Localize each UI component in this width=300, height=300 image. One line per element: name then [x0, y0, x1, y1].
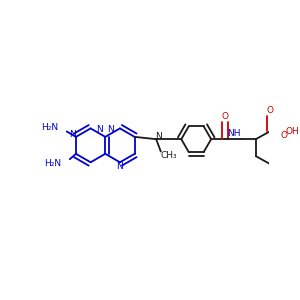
- Text: O: O: [266, 106, 273, 115]
- Text: N: N: [107, 125, 114, 134]
- Text: H₂N: H₂N: [44, 158, 61, 167]
- Text: NH: NH: [227, 129, 240, 138]
- Text: N: N: [155, 132, 162, 141]
- Text: N: N: [69, 130, 76, 139]
- Text: OH: OH: [286, 127, 300, 136]
- Text: O: O: [221, 112, 229, 121]
- Text: N: N: [117, 162, 123, 171]
- Text: CH₃: CH₃: [160, 151, 177, 160]
- Text: H₂N: H₂N: [41, 123, 58, 132]
- Text: N: N: [96, 125, 103, 134]
- Text: O: O: [280, 131, 287, 140]
